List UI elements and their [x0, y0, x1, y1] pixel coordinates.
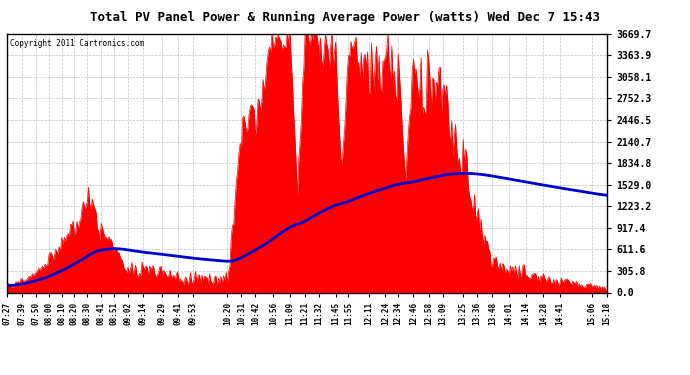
Text: Copyright 2011 Cartronics.com: Copyright 2011 Cartronics.com — [10, 39, 144, 48]
Text: Total PV Panel Power & Running Average Power (watts) Wed Dec 7 15:43: Total PV Panel Power & Running Average P… — [90, 11, 600, 24]
